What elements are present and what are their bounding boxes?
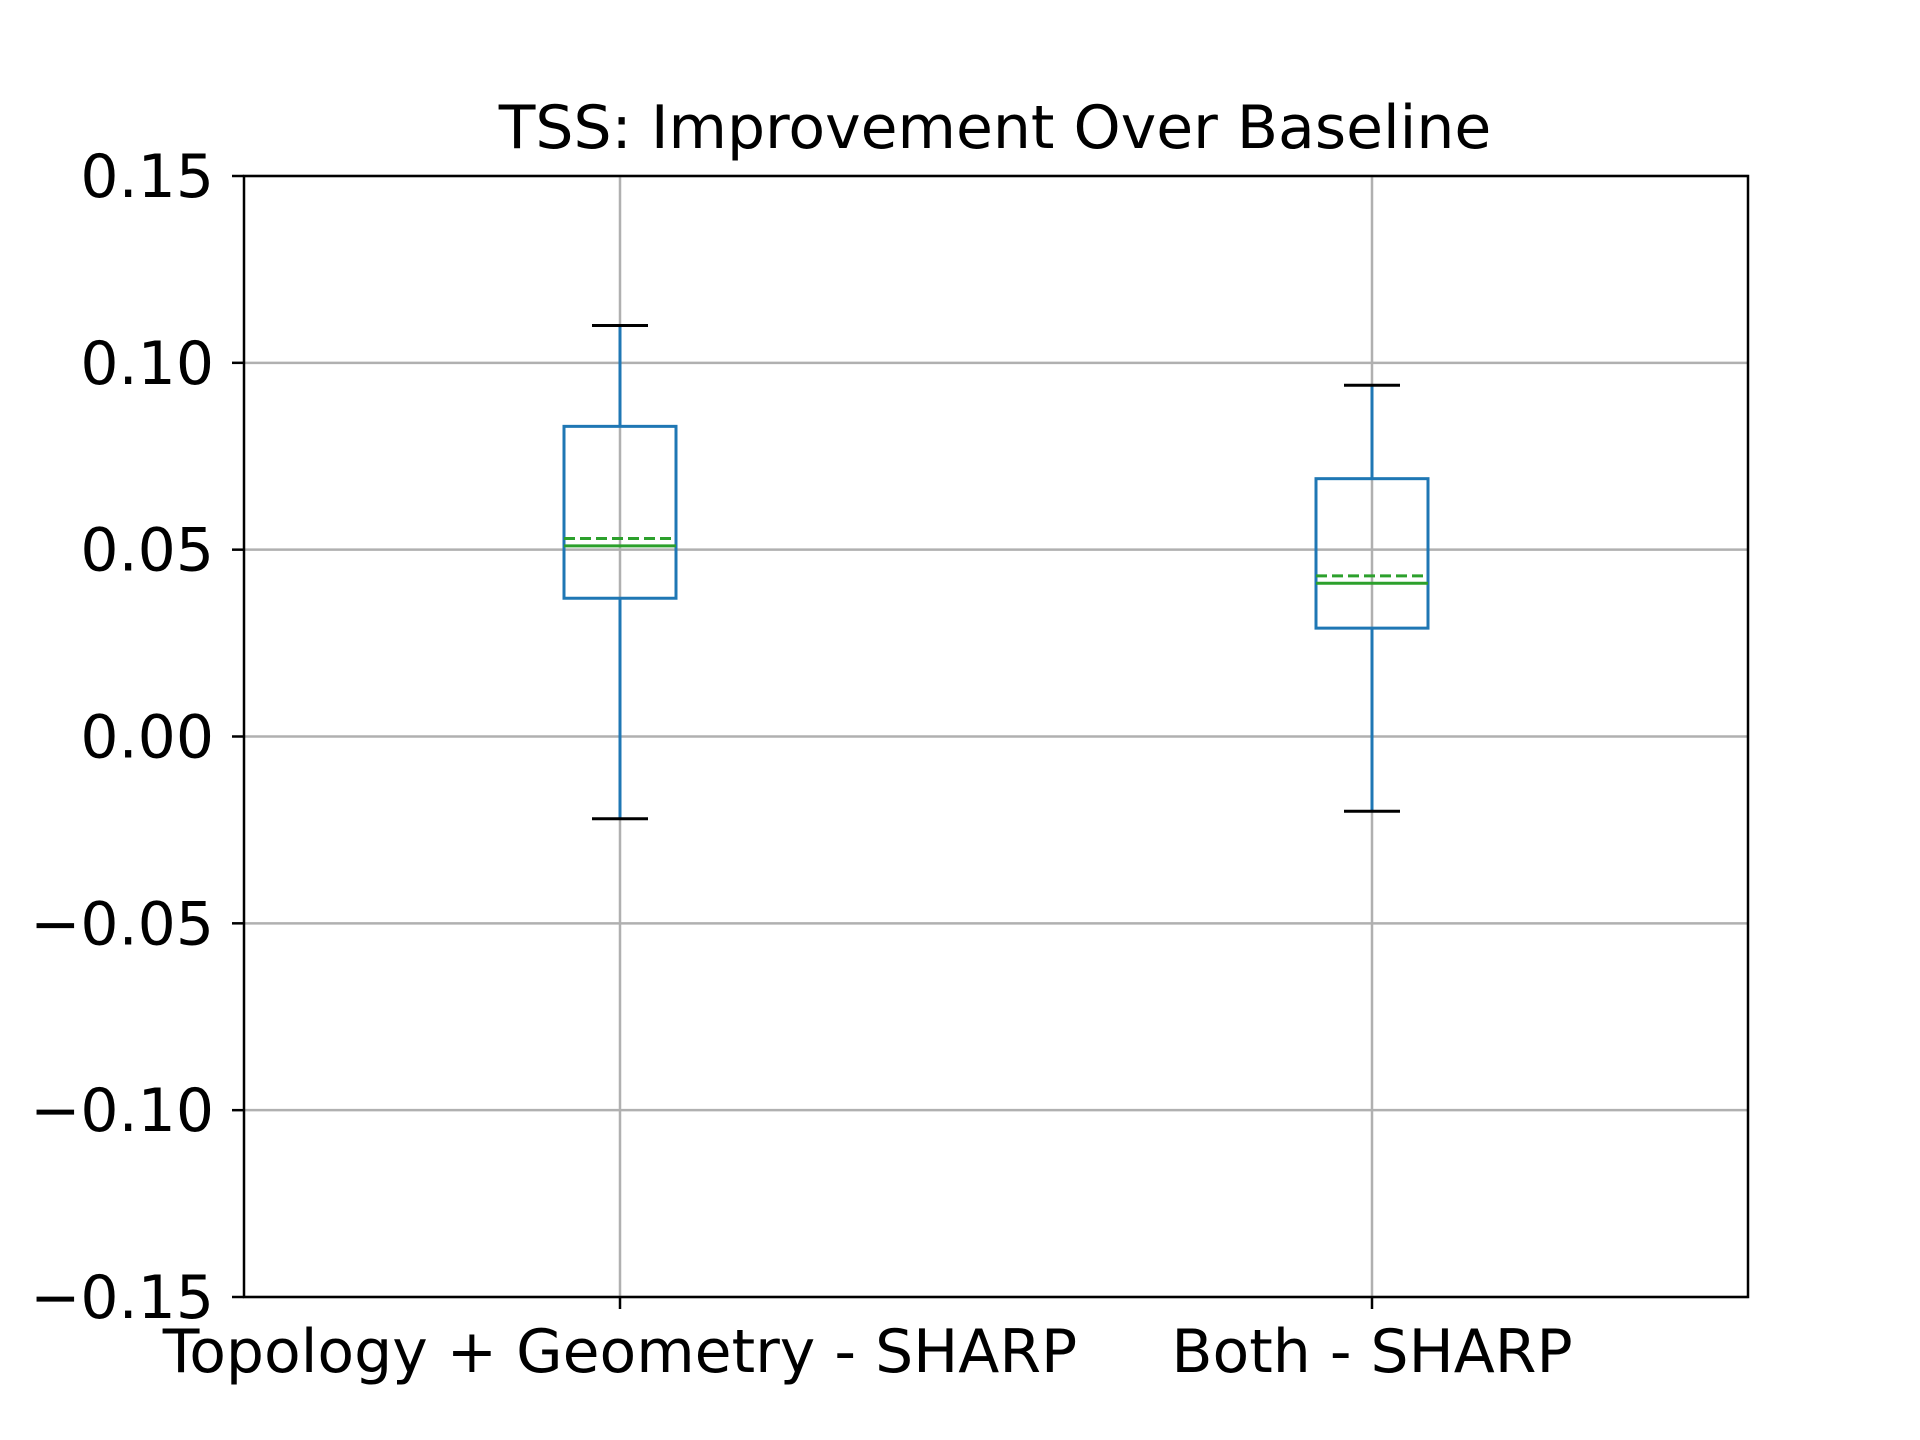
y-tick-label: 0.05 [80,516,214,586]
x-tick-label: Both - SHARP [1171,1317,1572,1387]
y-tick-label: −0.10 [30,1076,214,1146]
axis-ticks: −0.15 −0.10 −0.05 0.00 0.05 0.10 0.15 Topology … [30,142,1573,1387]
x-tick-label: Topology + Geometry - SHARP [162,1317,1077,1387]
y-tick-label: 0.10 [80,329,214,399]
iqr-box [1314,477,1430,630]
boxes [562,323,1430,821]
box-1 [562,323,678,821]
iqr-box [562,424,678,600]
y-tick-label: 0.15 [80,142,214,212]
grid-lines [244,174,1748,1299]
box-2 [1314,383,1430,813]
y-tick-label: 0.00 [80,703,214,773]
chart-title: TSS: Improvement Over Baseline [498,93,1492,163]
y-tick-label: −0.05 [30,889,214,959]
y-tick-label: −0.15 [30,1263,214,1333]
